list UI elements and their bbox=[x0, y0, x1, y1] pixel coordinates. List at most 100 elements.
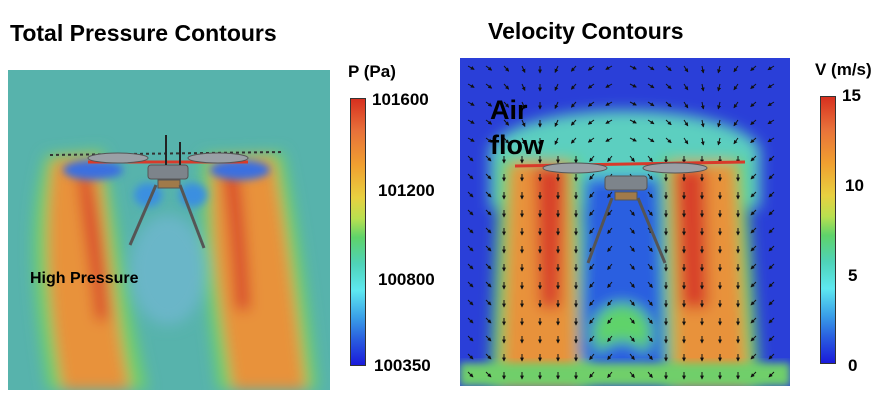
velocity-arrow bbox=[700, 101, 705, 110]
pressure-tick-3: 100350 bbox=[374, 356, 431, 375]
velocity-arrow bbox=[485, 281, 492, 288]
velocity-arrow bbox=[768, 317, 775, 324]
velocity-arrow bbox=[521, 137, 526, 145]
velocity-arrow bbox=[554, 119, 559, 127]
velocity-arrow bbox=[467, 281, 474, 288]
pressure-panel-title: Total Pressure Contours bbox=[10, 20, 277, 46]
velocity-arrow bbox=[570, 65, 577, 72]
velocity-arrow bbox=[750, 209, 757, 216]
velocity-arrow bbox=[683, 65, 689, 73]
velocity-arrow bbox=[607, 371, 613, 378]
velocity-arrow bbox=[700, 137, 705, 146]
velocity-arrow bbox=[607, 155, 613, 162]
velocity-arrow bbox=[733, 101, 739, 109]
high-pressure-annotation: High Pressure bbox=[30, 270, 139, 287]
velocity-arrow bbox=[647, 173, 653, 180]
velocity-arrow bbox=[683, 83, 689, 91]
velocity-arrow bbox=[767, 137, 775, 143]
air-flow-annotation-line1: Air bbox=[490, 95, 528, 125]
velocity-arrow bbox=[467, 353, 474, 360]
velocity-arrow bbox=[485, 119, 493, 125]
velocity-arrow bbox=[768, 173, 775, 180]
velocity-arrow bbox=[589, 209, 595, 216]
velocity-arrow bbox=[589, 371, 595, 378]
velocity-arrow bbox=[605, 83, 613, 88]
velocity-arrow bbox=[589, 263, 595, 270]
velocity-arrow bbox=[665, 83, 672, 90]
velocity-arrow bbox=[589, 353, 595, 360]
velocity-arrow bbox=[717, 137, 722, 146]
velocity-arrow bbox=[607, 245, 613, 252]
velocity-arrow bbox=[629, 335, 635, 342]
velocity-arrow bbox=[467, 119, 475, 124]
velocity-arrow bbox=[768, 155, 775, 162]
velocity-arrow bbox=[554, 137, 559, 145]
velocity-arrow bbox=[750, 119, 757, 126]
air-flow-annotation-line2: flow bbox=[490, 130, 544, 160]
velocity-arrow bbox=[485, 353, 492, 360]
velocity-arrow bbox=[768, 281, 775, 288]
velocity-arrow bbox=[467, 101, 475, 106]
velocity-arrow bbox=[768, 263, 775, 270]
velocity-arrow bbox=[750, 137, 757, 144]
velocity-arrow bbox=[629, 155, 635, 162]
velocity-arrow bbox=[629, 245, 635, 252]
pressure-center-low bbox=[130, 215, 206, 325]
velocity-arrow bbox=[665, 65, 672, 72]
velocity-arrow bbox=[467, 137, 475, 142]
velocity-arrow bbox=[683, 119, 689, 127]
velocity-arrow bbox=[665, 137, 672, 144]
velocity-arrow bbox=[647, 137, 655, 143]
velocity-arrow bbox=[647, 263, 653, 270]
velocity-arrow bbox=[467, 65, 475, 70]
velocity-arrow bbox=[467, 371, 474, 378]
velocity-arrow bbox=[589, 173, 595, 180]
velocity-arrow bbox=[750, 335, 757, 342]
velocity-arrow bbox=[607, 281, 613, 288]
velocity-arrow bbox=[607, 191, 613, 198]
velocity-arrow bbox=[767, 83, 775, 89]
pressure-left-jet-hot bbox=[78, 170, 108, 320]
pressure-left-jet-core bbox=[47, 158, 130, 390]
velocity-arrow bbox=[665, 119, 672, 126]
velocity-arrow bbox=[750, 173, 757, 180]
velocity-arrow bbox=[750, 245, 757, 252]
velocity-arrow bbox=[467, 245, 474, 252]
velocity-arrow bbox=[733, 65, 739, 73]
velocity-arrow bbox=[647, 335, 653, 342]
velocity-tick-1: 10 bbox=[845, 176, 864, 195]
velocity-arrow bbox=[647, 317, 653, 324]
velocity-arrow bbox=[750, 155, 757, 162]
velocity-arrow bbox=[485, 263, 492, 270]
velocity-arrow bbox=[607, 227, 613, 234]
velocity-arrow bbox=[485, 191, 492, 198]
velocity-arrow bbox=[605, 137, 613, 142]
velocity-arrow bbox=[607, 299, 613, 306]
velocity-arrow bbox=[503, 101, 510, 108]
velocity-arrow bbox=[607, 335, 613, 342]
velocity-tick-2: 5 bbox=[848, 266, 858, 285]
velocity-vector-field bbox=[467, 65, 775, 380]
velocity-arrow bbox=[503, 83, 510, 90]
velocity-arrow bbox=[750, 263, 757, 270]
velocity-arrow bbox=[467, 317, 474, 324]
velocity-arrow bbox=[589, 281, 595, 288]
velocity-arrow bbox=[750, 101, 757, 108]
velocity-arrow bbox=[750, 227, 757, 234]
velocity-arrow bbox=[607, 317, 613, 324]
velocity-arrow bbox=[485, 245, 492, 252]
velocity-tick-3: 0 bbox=[848, 356, 858, 375]
velocity-arrow bbox=[485, 209, 492, 216]
drone-silhouette-velocity bbox=[514, 160, 746, 264]
velocity-arrow bbox=[647, 281, 653, 288]
velocity-arrow bbox=[629, 119, 637, 124]
velocity-arrow bbox=[485, 371, 492, 378]
velocity-arrow bbox=[485, 317, 492, 324]
velocity-arrow bbox=[589, 227, 595, 234]
velocity-arrow bbox=[768, 299, 775, 306]
pressure-colorbar bbox=[350, 98, 366, 366]
velocity-arrow bbox=[503, 137, 510, 144]
velocity-arrow bbox=[589, 335, 595, 342]
velocity-arrow bbox=[589, 299, 595, 306]
velocity-arrow bbox=[733, 119, 739, 127]
